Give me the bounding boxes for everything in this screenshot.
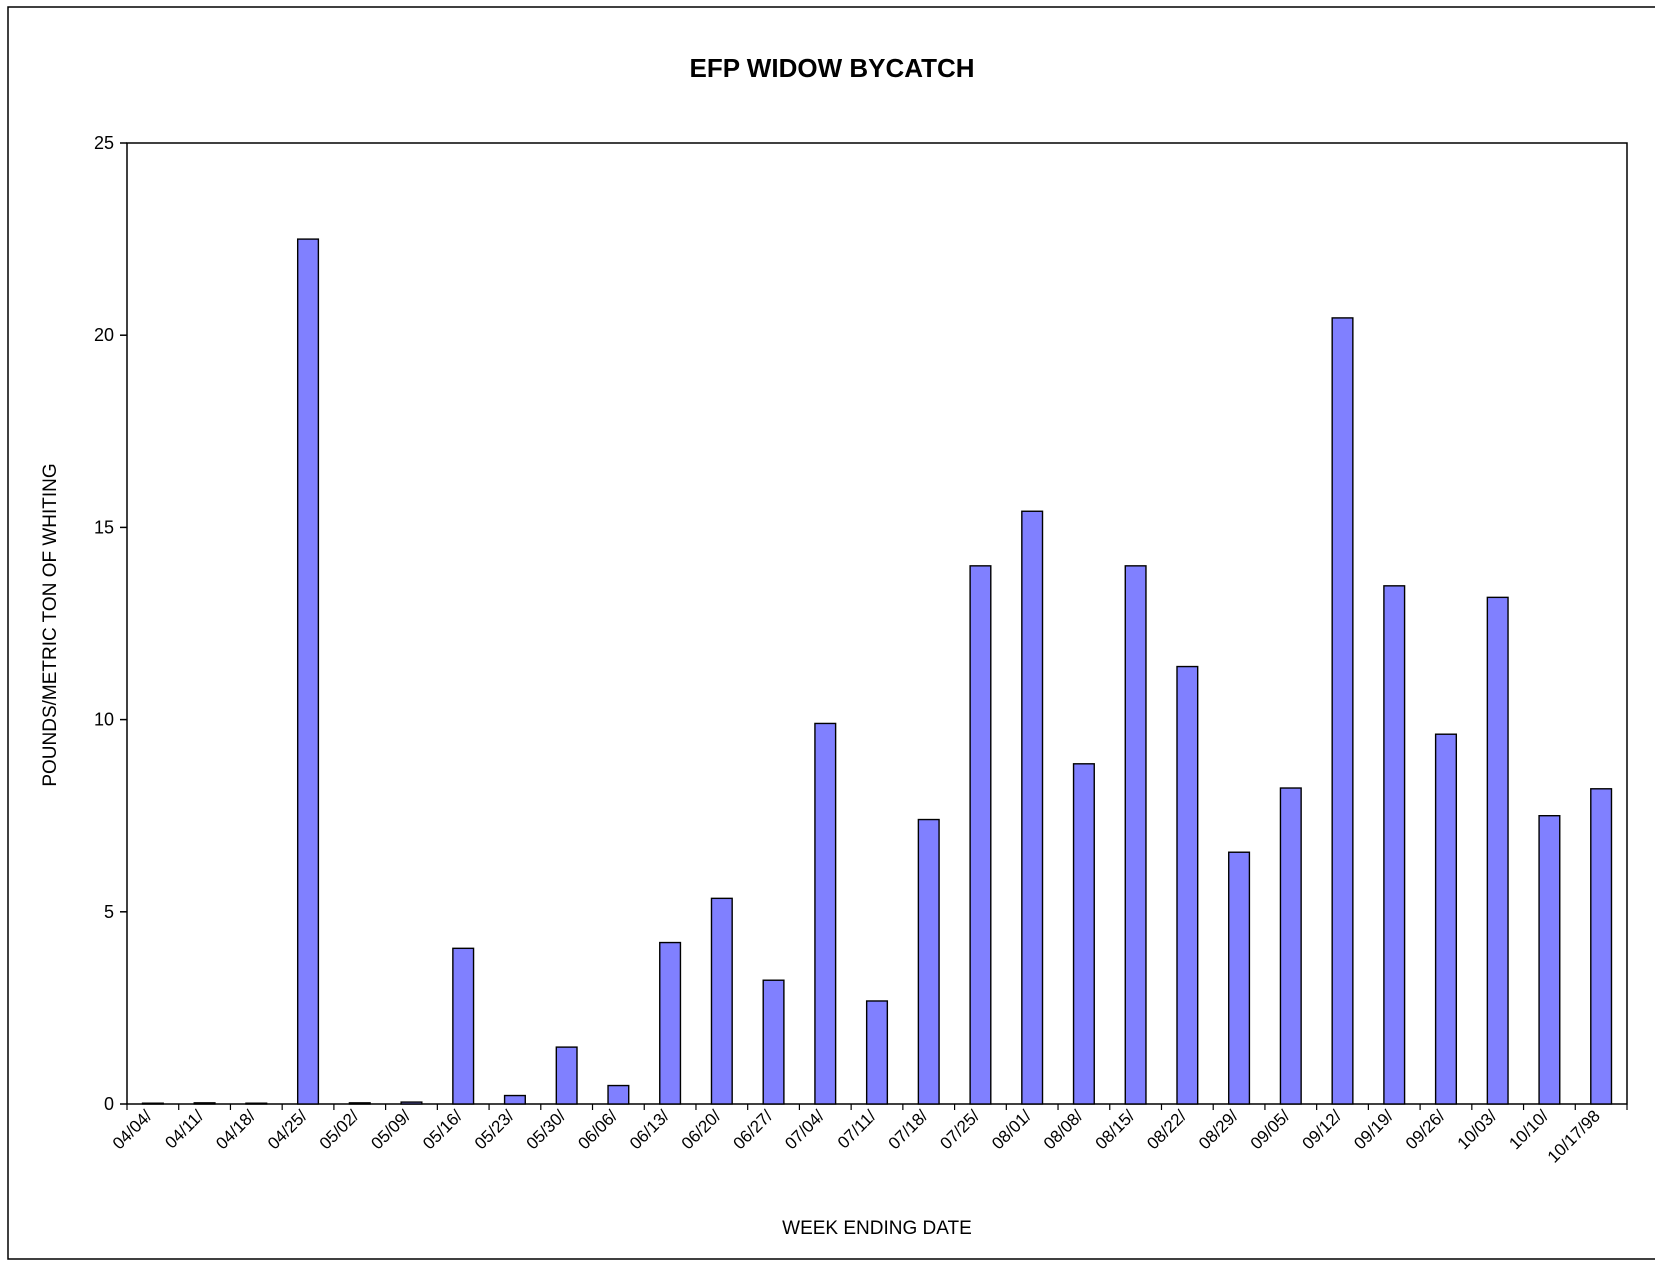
chart-title: EFP WIDOW BYCATCH: [689, 53, 974, 83]
bar: [296, 238, 320, 1105]
bar: [1486, 596, 1509, 1105]
bar: [1021, 510, 1044, 1105]
bar: [1176, 665, 1199, 1105]
bar: [762, 979, 785, 1105]
bar: [193, 1102, 216, 1105]
bar: [141, 1102, 164, 1105]
bar: [1538, 815, 1561, 1105]
bar: [245, 1102, 268, 1105]
bar: [917, 818, 940, 1105]
bar: [1279, 787, 1302, 1105]
bar: [348, 1102, 371, 1105]
bar: [1124, 565, 1147, 1105]
bar: [659, 941, 682, 1105]
x-axis-label: WEEK ENDING DATE: [782, 1218, 972, 1239]
bar: [1434, 733, 1458, 1105]
y-axis: 0 5 10 15 20 25: [94, 133, 127, 1114]
bar: [1590, 788, 1613, 1105]
y-tick-label: 10: [94, 710, 114, 730]
bar: [1331, 317, 1354, 1105]
y-tick-label: 25: [94, 133, 114, 153]
bars: [141, 238, 1613, 1105]
bar: [503, 1094, 526, 1105]
y-tick-label: 0: [104, 1094, 114, 1114]
bar: [814, 722, 837, 1105]
bar: [555, 1046, 578, 1105]
bar: [452, 947, 475, 1105]
bar: [1072, 763, 1095, 1105]
bar: [710, 897, 733, 1105]
bar: [400, 1101, 423, 1105]
bar: [1383, 585, 1406, 1105]
y-tick-label: 5: [104, 902, 114, 922]
bar: [969, 565, 992, 1105]
y-tick-label: 15: [94, 517, 114, 537]
bar: [865, 1000, 889, 1105]
y-axis-label: POUNDS/METRIC TON OF WHITING: [40, 463, 61, 786]
bar: [1228, 851, 1251, 1105]
bar: [607, 1084, 630, 1105]
y-tick-label: 20: [94, 325, 114, 345]
